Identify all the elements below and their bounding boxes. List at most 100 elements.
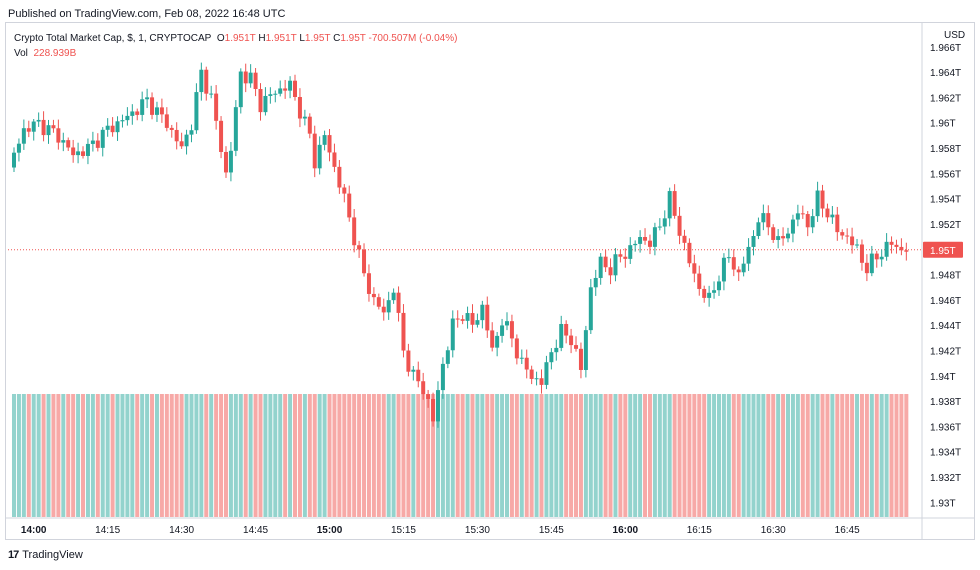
legend-vol-label: Vol — [14, 48, 28, 59]
volume-bar — [460, 394, 465, 517]
volume-bar — [810, 394, 815, 517]
volume-bar — [613, 394, 618, 517]
candle-body — [312, 133, 317, 169]
candle-body — [859, 244, 864, 263]
volume-bar — [652, 394, 657, 517]
candle-body — [376, 297, 381, 307]
candle-body — [366, 273, 371, 294]
volume-bar — [243, 394, 248, 517]
candle-body — [154, 107, 159, 115]
candle-body — [371, 293, 376, 298]
volume-bar — [608, 394, 613, 517]
volume-bar — [41, 394, 46, 517]
candle-body — [401, 312, 406, 351]
candle-body — [608, 267, 613, 276]
candle-body — [460, 319, 465, 321]
volume-bar — [746, 394, 751, 517]
volume-bar — [731, 394, 736, 517]
candle-body — [184, 134, 189, 147]
y-tick-label: 1.958T — [930, 144, 961, 155]
volume-bar — [889, 394, 894, 517]
candle-body — [61, 140, 66, 143]
legend-change: -700.507M (-0.04%) — [368, 33, 458, 44]
volume-bar — [440, 394, 445, 517]
candle-body — [874, 253, 879, 260]
volume-bar — [16, 394, 21, 517]
candle-body — [362, 249, 367, 274]
tradingview-logo[interactable]: 17 TradingView — [8, 549, 83, 561]
candle-body — [746, 246, 751, 264]
volume-bar — [21, 394, 26, 517]
legend-open-label: O — [216, 33, 225, 44]
volume-bar — [638, 394, 643, 517]
candle-body — [741, 263, 746, 273]
candle-body — [465, 313, 470, 321]
candle-body — [805, 214, 810, 228]
chart-frame[interactable] — [5, 22, 975, 540]
y-tick-label: 1.944T — [930, 321, 961, 332]
candle-body — [662, 218, 667, 227]
volume-bar — [189, 394, 194, 517]
candle-body — [223, 151, 228, 173]
candle-body — [500, 325, 505, 336]
candle-body — [514, 338, 519, 359]
candle-body — [214, 93, 219, 121]
legend-low-value: 1.95T — [304, 33, 331, 44]
candle-body — [125, 115, 130, 121]
candle-body — [519, 357, 524, 359]
volume-bar — [238, 394, 243, 517]
candle-body — [864, 262, 869, 274]
y-tick-label: 1.956T — [930, 169, 961, 180]
candle-body — [386, 300, 391, 313]
candle-body — [337, 166, 342, 188]
candle-body — [416, 369, 421, 382]
y-tick-label: 1.962T — [930, 93, 961, 104]
volume-bar — [514, 394, 519, 517]
volume-bar — [406, 394, 411, 517]
volume-bar — [209, 394, 214, 517]
volume-bar — [150, 394, 155, 517]
volume-bar — [623, 394, 628, 517]
candle-body — [899, 246, 904, 251]
legend-high-value: 1.951T — [265, 33, 297, 44]
x-tick-label: 14:15 — [95, 525, 120, 536]
volume-bar — [845, 394, 850, 517]
candle-body — [855, 244, 860, 246]
candle-body — [164, 114, 169, 128]
volume-bar — [26, 394, 31, 517]
volume-bar — [263, 394, 268, 517]
y-tick-label: 1.966T — [930, 43, 961, 54]
candle-body — [623, 256, 628, 259]
candle-body — [258, 89, 263, 113]
volume-bar — [278, 394, 283, 517]
candle-body — [90, 140, 95, 144]
volume-bar — [293, 394, 298, 517]
volume-bar — [559, 394, 564, 517]
volume-bar — [258, 394, 263, 517]
volume-bar — [583, 394, 588, 517]
candle-body — [135, 111, 140, 115]
candle-body — [534, 378, 539, 380]
volume-bar — [667, 394, 672, 517]
volume-bar — [140, 394, 145, 517]
volume-bar — [480, 394, 485, 517]
candle-body — [263, 95, 268, 113]
candle-body — [85, 143, 90, 156]
volume-bar — [800, 394, 805, 517]
candle-body — [302, 116, 307, 119]
volume-bar — [682, 394, 687, 517]
volume-bar — [312, 394, 317, 517]
volume-bar — [726, 394, 731, 517]
candle-body — [800, 213, 805, 215]
y-tick-label: 1.94T — [930, 372, 956, 383]
volume-bar — [115, 394, 120, 517]
candle-body — [317, 144, 322, 169]
volume-bar — [297, 394, 302, 517]
volume-bar — [855, 394, 860, 517]
candle-body — [475, 320, 480, 325]
volume-bar — [618, 394, 623, 517]
candle-body — [588, 287, 593, 331]
volume-bar — [578, 394, 583, 517]
candle-body — [751, 235, 756, 247]
